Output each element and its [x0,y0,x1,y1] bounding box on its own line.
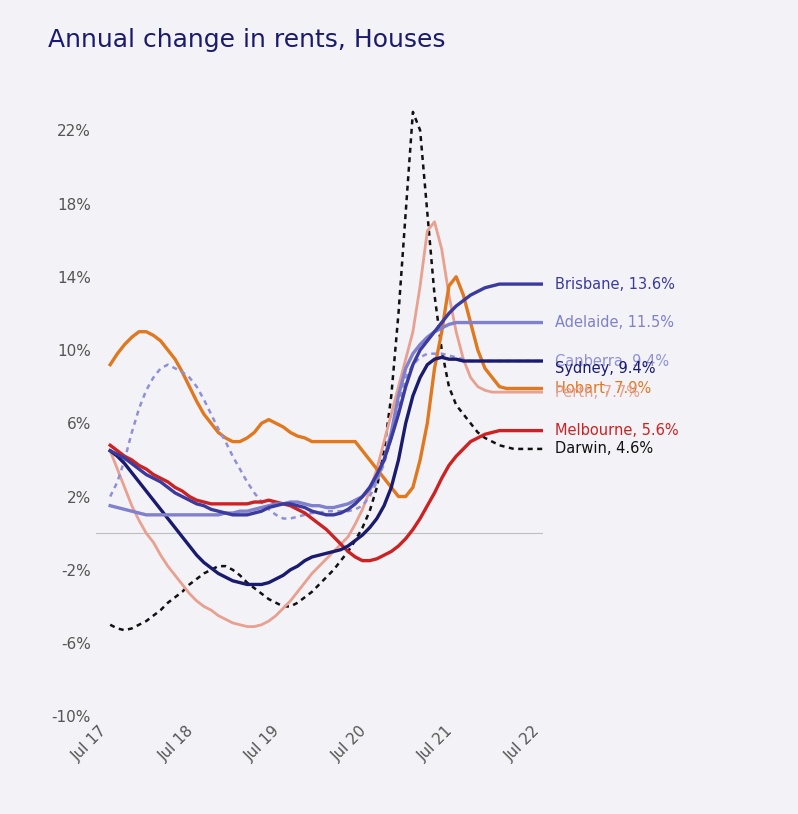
Text: Darwin, 4.6%: Darwin, 4.6% [555,441,653,457]
Text: Adelaide, 11.5%: Adelaide, 11.5% [555,315,674,330]
Text: Canberra, 9.4%: Canberra, 9.4% [555,353,669,369]
Text: Sydney, 9.4%: Sydney, 9.4% [555,361,655,376]
Text: Perth, 7.7%: Perth, 7.7% [555,385,640,400]
Text: Hobart, 7.9%: Hobart, 7.9% [555,381,651,396]
Text: Brisbane, 13.6%: Brisbane, 13.6% [555,277,674,291]
Text: Melbourne, 5.6%: Melbourne, 5.6% [555,423,678,438]
Text: Annual change in rents, Houses: Annual change in rents, Houses [48,28,445,52]
